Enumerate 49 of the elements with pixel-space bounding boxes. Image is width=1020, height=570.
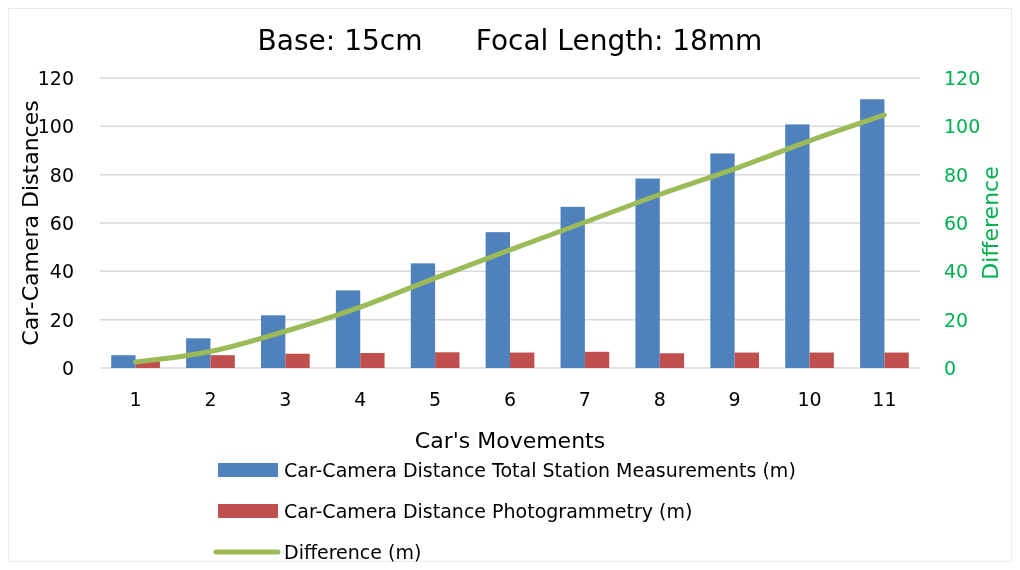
legend-label: Difference (m) [284, 541, 422, 563]
bar [635, 178, 660, 368]
legend-label: Car-Camera Distance Photogrammetry (m) [284, 500, 693, 522]
x-axis-title: Car's Movements [414, 428, 606, 453]
bar [584, 351, 610, 368]
x-tick-label: 6 [503, 388, 517, 410]
bar [884, 352, 909, 368]
bar [710, 153, 735, 368]
x-tick-label: 11 [872, 388, 897, 410]
y2-tick-label: 20 [944, 308, 969, 331]
bar [360, 353, 385, 368]
chart-title: Base: 15cm Focal Length: 18mm [257, 24, 763, 57]
y-tick-label: 0 [61, 357, 74, 379]
x-tick-label: 1 [129, 388, 142, 410]
bar [860, 99, 885, 368]
bar [335, 290, 361, 368]
y2-axis-title: Difference [978, 166, 1003, 280]
y2-tick-label: 80 [944, 163, 969, 186]
x-tick-label: 7 [578, 388, 591, 410]
y-tick-label: 120 [37, 67, 74, 89]
bar [435, 352, 460, 368]
y-tick-label: 40 [49, 260, 74, 283]
bar [785, 124, 810, 368]
x-tick-label: 5 [429, 388, 442, 410]
y2-tick-label: 120 [944, 67, 981, 89]
bar [210, 355, 235, 368]
bar [560, 206, 585, 368]
y2-tick-label: 0 [944, 357, 957, 379]
bar [285, 353, 310, 368]
bar [659, 353, 685, 368]
legend-label: Car-Camera Distance Total Station Measurements (m) [284, 459, 796, 481]
bar [809, 352, 834, 368]
y-tick-label: 80 [49, 163, 74, 186]
y-tick-label: 60 [49, 212, 74, 234]
bar [111, 355, 136, 368]
y2-tick-label: 40 [944, 260, 969, 283]
x-tick-label: 10 [797, 388, 822, 410]
bar [410, 263, 436, 368]
y-tick-label: 20 [49, 308, 74, 331]
bar [510, 352, 535, 368]
bar [734, 352, 759, 368]
x-tick-label: 2 [204, 388, 217, 410]
x-tick-label: 8 [653, 388, 666, 410]
y2-tick-label: 60 [944, 212, 969, 234]
bar [485, 232, 510, 368]
x-tick-label: 3 [279, 388, 292, 410]
x-tick-label: 4 [354, 388, 367, 410]
y2-tick-label: 100 [944, 115, 981, 138]
x-tick-label: 9 [728, 388, 741, 410]
